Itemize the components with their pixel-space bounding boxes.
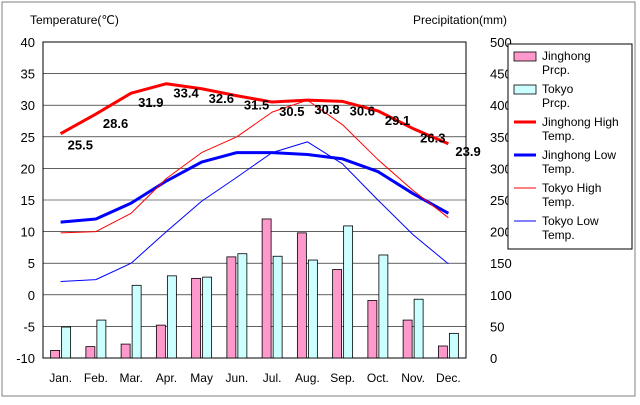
gridlines: [43, 73, 466, 327]
left-tick-label: -10: [16, 351, 35, 366]
legend-swatch: [513, 51, 537, 62]
high-temp-data-label: 23.9: [455, 144, 480, 159]
legend-label: Jinghong Low Temp.: [542, 148, 616, 176]
right-axis-title: Precipitation(mm): [413, 13, 507, 27]
high-temp-data-label: 33.4: [173, 86, 199, 101]
legend-label: Tokyo Prcp.: [542, 82, 574, 110]
high-temp-data-label: 30.5: [279, 104, 304, 119]
left-tick-label: 15: [21, 193, 35, 208]
right-tick-label: 450: [490, 67, 512, 82]
temp-line-0: [59, 82, 449, 146]
precip-bar-tokyo: [448, 332, 459, 359]
left-axis-title: Temperature(℃): [30, 13, 119, 27]
x-tick-label: Dec.: [436, 371, 461, 385]
precip-bar-tokyo: [343, 225, 354, 359]
legend-label: Tokyo Low Temp.: [542, 214, 599, 242]
precip-bar-tokyo: [237, 253, 248, 359]
precip-bar-jinghong: [191, 277, 202, 359]
right-tick-label: 50: [490, 319, 504, 334]
high-temp-data-label: 30.6: [350, 103, 375, 118]
left-tick-label: 25: [21, 130, 35, 145]
precip-bar-tokyo: [378, 254, 389, 359]
precip-bar-jinghong: [367, 300, 378, 359]
right-tick-label: 100: [490, 288, 512, 303]
precip-bar-tokyo: [272, 255, 283, 359]
right-tick-label: 350: [490, 130, 512, 145]
x-tick-label: Apr.: [156, 371, 177, 385]
temp-line-3: [60, 141, 449, 283]
right-tick-label: 200: [490, 225, 512, 240]
precip-bar-tokyo: [166, 275, 177, 359]
right-tick-label: 400: [490, 98, 512, 113]
left-tick-label: 40: [21, 35, 35, 50]
legend-label: Jinghong Prcp.: [542, 49, 591, 77]
right-tick-label: 250: [490, 193, 512, 208]
precipitation-bars: [50, 218, 459, 359]
high-temp-data-label: 28.6: [103, 116, 128, 131]
left-tick-label: 5: [28, 256, 35, 271]
left-tick-label: 30: [21, 98, 35, 113]
precip-bar-tokyo: [202, 276, 213, 359]
precip-bar-jinghong: [296, 232, 307, 359]
temperature-lines: [59, 82, 450, 283]
right-tick-label: 0: [490, 351, 497, 366]
precip-bar-jinghong: [50, 350, 61, 359]
high-temp-data-label: 25.5: [68, 138, 93, 153]
precip-bar-tokyo: [131, 284, 142, 359]
precip-bar-tokyo: [307, 259, 318, 359]
temp-line-1: [60, 151, 450, 224]
right-tick-label: 500: [490, 35, 512, 50]
x-tick-label: Mar.: [119, 371, 142, 385]
high-temp-data-label: 31.9: [138, 95, 163, 110]
precip-bar-jinghong: [437, 345, 448, 359]
legend-swatch: [513, 84, 537, 95]
left-tick-label: 20: [21, 161, 35, 176]
right-tick-label: 150: [490, 256, 512, 271]
legend-label: Tokyo High Temp.: [542, 181, 601, 209]
x-tick-label: Jun.: [226, 371, 249, 385]
high-temp-data-label: 31.5: [244, 98, 269, 113]
precip-bar-jinghong: [332, 269, 343, 359]
temp-line-2: [60, 99, 449, 234]
legend-label: Jinghong High Temp.: [542, 115, 619, 143]
x-tick-label: Sep.: [330, 371, 355, 385]
data-labels: 25.5 28.6 31.9 33.4 32.6 31.5 30.5 30.8 30.6 29.1…: [68, 86, 481, 159]
precip-bar-jinghong: [85, 346, 96, 359]
precip-bar-jinghong: [402, 319, 413, 359]
x-tick-label: Jan.: [49, 371, 72, 385]
high-temp-data-label: 30.8: [314, 102, 339, 117]
high-temp-data-label: 26.3: [420, 131, 445, 146]
left-tick-label: 10: [21, 225, 35, 240]
axes: Temperature(℃) Precipitation(mm) -10 -5 0 5…: [16, 13, 512, 385]
x-tick-label: May: [190, 371, 213, 385]
right-tick-label: 300: [490, 161, 512, 176]
precip-bar-tokyo: [96, 319, 107, 359]
x-tick-label: Jul.: [263, 371, 282, 385]
precip-bar-jinghong: [226, 256, 237, 359]
precip-bar-jinghong: [261, 218, 272, 359]
precip-bar-jinghong: [120, 343, 131, 359]
left-tick-label: 35: [21, 67, 35, 82]
high-temp-data-label: 32.6: [209, 91, 234, 106]
precip-bar-tokyo: [413, 298, 424, 359]
x-tick-label: Nov.: [401, 371, 425, 385]
precip-bar-jinghong: [155, 324, 166, 359]
left-tick-label: -5: [23, 319, 35, 334]
x-tick-label: Aug.: [295, 371, 320, 385]
precip-bar-tokyo: [61, 326, 72, 359]
high-temp-data-label: 29.1: [385, 113, 410, 128]
left-tick-label: 0: [28, 288, 35, 303]
x-tick-label: Oct.: [367, 371, 389, 385]
x-tick-label: Feb.: [84, 371, 108, 385]
legend: Jinghong Prcp. Tokyo Prcp. Jinghong High Temp…: [507, 43, 633, 250]
